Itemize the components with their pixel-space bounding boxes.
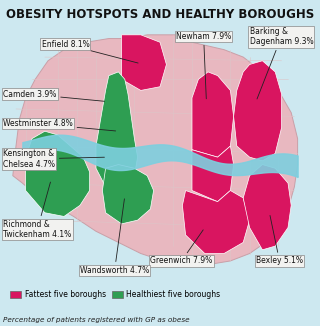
Text: Newham 7.9%: Newham 7.9% — [176, 32, 231, 99]
Polygon shape — [13, 35, 298, 265]
Text: Kensington &
Chelsea 4.7%: Kensington & Chelsea 4.7% — [3, 149, 104, 169]
Polygon shape — [243, 165, 291, 250]
Text: Enfield 8.1%: Enfield 8.1% — [42, 39, 138, 63]
Text: Wandsworth 4.7%: Wandsworth 4.7% — [80, 199, 149, 275]
Polygon shape — [26, 131, 90, 216]
Text: Richmond &
Twickenham 4.1%: Richmond & Twickenham 4.1% — [3, 182, 71, 239]
Polygon shape — [102, 165, 154, 224]
Polygon shape — [182, 190, 250, 254]
Text: Bexley 5.1%: Bexley 5.1% — [256, 215, 303, 265]
Text: Percentage of patients registered with GP as obese: Percentage of patients registered with G… — [3, 317, 190, 323]
Polygon shape — [192, 146, 234, 201]
Polygon shape — [96, 72, 138, 190]
Polygon shape — [234, 61, 282, 161]
Text: Camden 3.9%: Camden 3.9% — [3, 90, 104, 101]
Legend: Fattest five boroughs, Healthiest five boroughs: Fattest five boroughs, Healthiest five b… — [7, 288, 223, 303]
Text: Greenwich 7.9%: Greenwich 7.9% — [150, 230, 213, 265]
Polygon shape — [192, 72, 234, 157]
Text: Barking &
Dagenham 9.3%: Barking & Dagenham 9.3% — [250, 27, 313, 99]
Text: OBESITY HOTSPOTS AND HEALTHY BOROUGHS: OBESITY HOTSPOTS AND HEALTHY BOROUGHS — [6, 8, 314, 21]
Text: Westminster 4.8%: Westminster 4.8% — [3, 119, 116, 131]
Polygon shape — [122, 35, 166, 90]
